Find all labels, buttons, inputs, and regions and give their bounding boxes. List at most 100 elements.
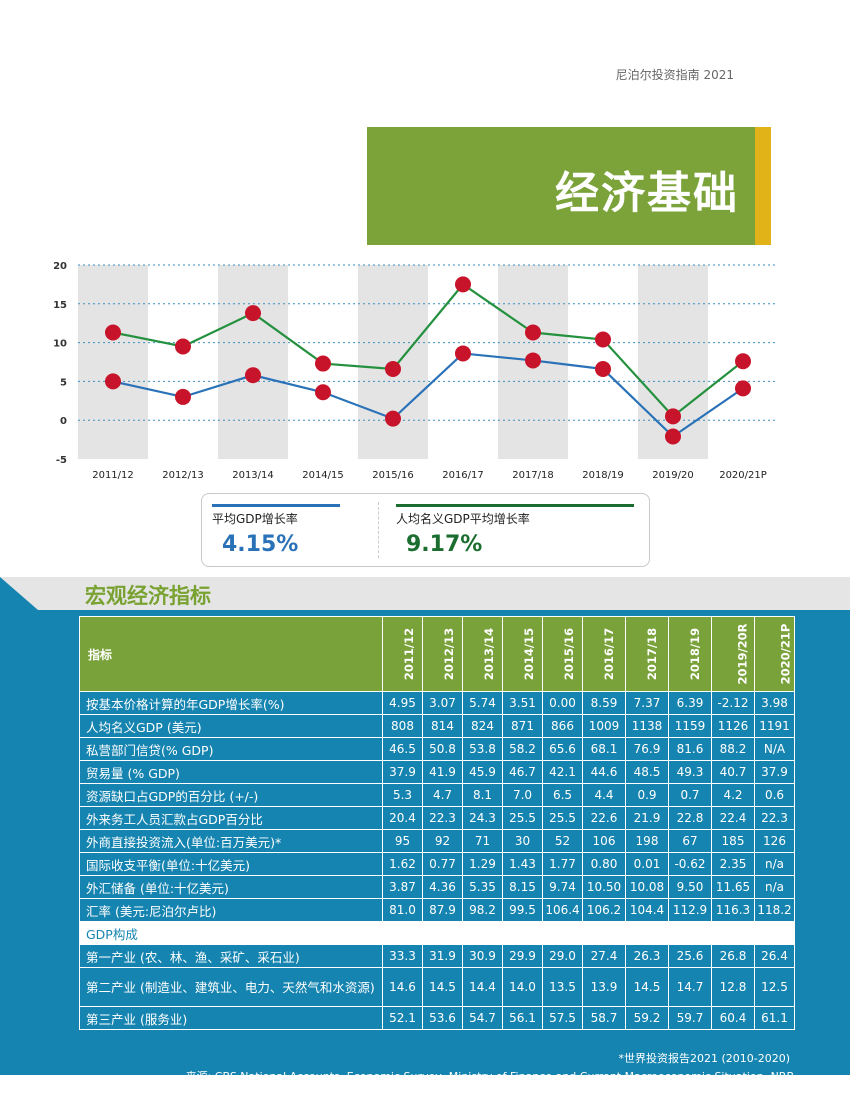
table-row: 私营部门信贷(% GDP) 46.5 50.8 53.8 58.2 65.6 68.1 76.… xyxy=(79,737,795,761)
table-cell: 71 xyxy=(462,829,503,853)
table-cell: 53.6 xyxy=(422,1006,463,1030)
table-cell: 59.2 xyxy=(625,1006,669,1030)
table-cell: 3.51 xyxy=(502,691,543,715)
table-cell: 98.2 xyxy=(462,898,503,922)
data-point xyxy=(385,360,401,377)
header-year-label: 2011/12 xyxy=(402,627,417,681)
data-point xyxy=(665,408,681,425)
table-cell: 29.0 xyxy=(542,944,583,968)
table-cell: 29.9 xyxy=(502,944,543,968)
table-cell: n/a xyxy=(754,875,795,899)
table-cell: 30.9 xyxy=(462,944,503,968)
x-tick-label: 2020/21P xyxy=(719,470,767,481)
table-cell: 88.2 xyxy=(711,737,755,761)
table-cell: 112.9 xyxy=(668,898,712,922)
table-cell: 20.4 xyxy=(382,806,423,830)
table-cell: 14.6 xyxy=(382,967,423,1007)
data-point xyxy=(105,373,121,390)
table-cell: 13.5 xyxy=(542,967,583,1007)
table-cell: 27.4 xyxy=(582,944,626,968)
legend-item-gdp-growth: 平均GDP增长率 4.15% xyxy=(202,494,378,566)
table-row: 人均名义GDP (美元) 808 814 824 871 866 1009 1138 1159 1… xyxy=(79,714,795,738)
row-label: 外来务工人员汇款占GDP百分比 xyxy=(79,806,383,830)
table-cell: 48.5 xyxy=(625,760,669,784)
row-label: 国际收支平衡(单位:十亿美元) xyxy=(79,852,383,876)
macro-indicators-table-wrap: 指标 2011/12 2012/13 2013/14 2014/15 2015/16 20… xyxy=(79,616,795,1030)
table-cell: 95 xyxy=(382,829,423,853)
table-cell: 14.0 xyxy=(502,967,543,1007)
table-cell: 12.5 xyxy=(754,967,795,1007)
row-label: 人均名义GDP (美元) xyxy=(79,714,383,738)
header-year-label: 2017/18 xyxy=(645,627,660,681)
table-cell: 5.35 xyxy=(462,875,503,899)
table-cell: 58.7 xyxy=(582,1006,626,1030)
chart-band xyxy=(78,265,148,459)
table-cell: 5.74 xyxy=(462,691,503,715)
header-year: 2013/14 xyxy=(462,616,503,692)
table-cell: 1.77 xyxy=(542,852,583,876)
x-tick-label: 2013/14 xyxy=(232,470,274,481)
table-cell: 8.59 xyxy=(582,691,626,715)
row-label: 第一产业 (农、林、渔、采矿、采石业) xyxy=(79,944,383,968)
table-cell: 14.5 xyxy=(625,967,669,1007)
table-cell: 116.3 xyxy=(711,898,755,922)
header-year-label: 2015/16 xyxy=(562,627,577,681)
header-year: 2015/16 xyxy=(542,616,583,692)
table-row: 资源缺口占GDP的百分比 (+/-) 5.3 4.7 8.1 7.0 6.5 4.4 0.9 0… xyxy=(79,783,795,807)
table-cell: 8.1 xyxy=(462,783,503,807)
data-point xyxy=(175,388,191,405)
x-tick-label: 2017/18 xyxy=(512,470,554,481)
header-year: 2016/17 xyxy=(582,616,626,692)
x-tick-label: 2014/15 xyxy=(302,470,344,481)
x-tick-label: 2016/17 xyxy=(442,470,484,481)
table-cell: 49.3 xyxy=(668,760,712,784)
table-cell: 81.6 xyxy=(668,737,712,761)
table-cell: 3.98 xyxy=(754,691,795,715)
table-cell: 13.9 xyxy=(582,967,626,1007)
table-cell: 866 xyxy=(542,714,583,738)
legend-line-per-capita-growth xyxy=(396,504,634,507)
data-point xyxy=(595,331,611,348)
table-cell: 6.39 xyxy=(668,691,712,715)
data-point xyxy=(525,324,541,341)
table-cell: 4.2 xyxy=(711,783,755,807)
data-point xyxy=(735,380,751,397)
table-cell: 1138 xyxy=(625,714,669,738)
macro-indicators-table: 指标 2011/12 2012/13 2013/14 2014/15 2015/16 20… xyxy=(79,616,795,1030)
table-header-row: 指标 2011/12 2012/13 2013/14 2014/15 2015/16 20… xyxy=(79,616,795,692)
table-cell: 0.7 xyxy=(668,783,712,807)
table-cell: 37.9 xyxy=(754,760,795,784)
table-cell: 61.1 xyxy=(754,1006,795,1030)
table-cell: 104.4 xyxy=(625,898,669,922)
table-cell: 9.74 xyxy=(542,875,583,899)
table-cell: 25.5 xyxy=(542,806,583,830)
table-cell: 92 xyxy=(422,829,463,853)
y-tick-label: -5 xyxy=(56,455,67,466)
row-label: 外汇储备 (单位:十亿美元) xyxy=(79,875,383,899)
legend-label-gdp-growth: 平均GDP增长率 xyxy=(212,512,298,526)
table-cell: 7.37 xyxy=(625,691,669,715)
table-cell: 4.7 xyxy=(422,783,463,807)
series-line xyxy=(112,352,744,438)
table-row: 按基本价格计算的年GDP增长率(%) 4.95 3.07 5.74 3.51 0.00 8.… xyxy=(79,691,795,715)
header-indicator: 指标 xyxy=(79,616,383,692)
table-cell: 57.5 xyxy=(542,1006,583,1030)
data-point xyxy=(385,410,401,427)
table-cell: 68.1 xyxy=(582,737,626,761)
table-cell: n/a xyxy=(754,852,795,876)
section-tab xyxy=(0,577,850,610)
table-cell: 0.01 xyxy=(625,852,669,876)
table-cell: 3.87 xyxy=(382,875,423,899)
table-cell: 12.8 xyxy=(711,967,755,1007)
table-cell: 0.00 xyxy=(542,691,583,715)
table-cell: 1126 xyxy=(711,714,755,738)
header-year: 2019/20R xyxy=(711,616,755,692)
table-cell: 40.7 xyxy=(711,760,755,784)
chart-band xyxy=(638,265,708,459)
table-cell: 22.4 xyxy=(711,806,755,830)
table-cell: 11.65 xyxy=(711,875,755,899)
data-point xyxy=(455,276,471,293)
legend-line-gdp-growth xyxy=(212,504,340,507)
gdp-section-row: GDP构成 xyxy=(79,921,795,945)
row-label: 第二产业 (制造业、建筑业、电力、天然气和水资源) xyxy=(79,967,383,1007)
